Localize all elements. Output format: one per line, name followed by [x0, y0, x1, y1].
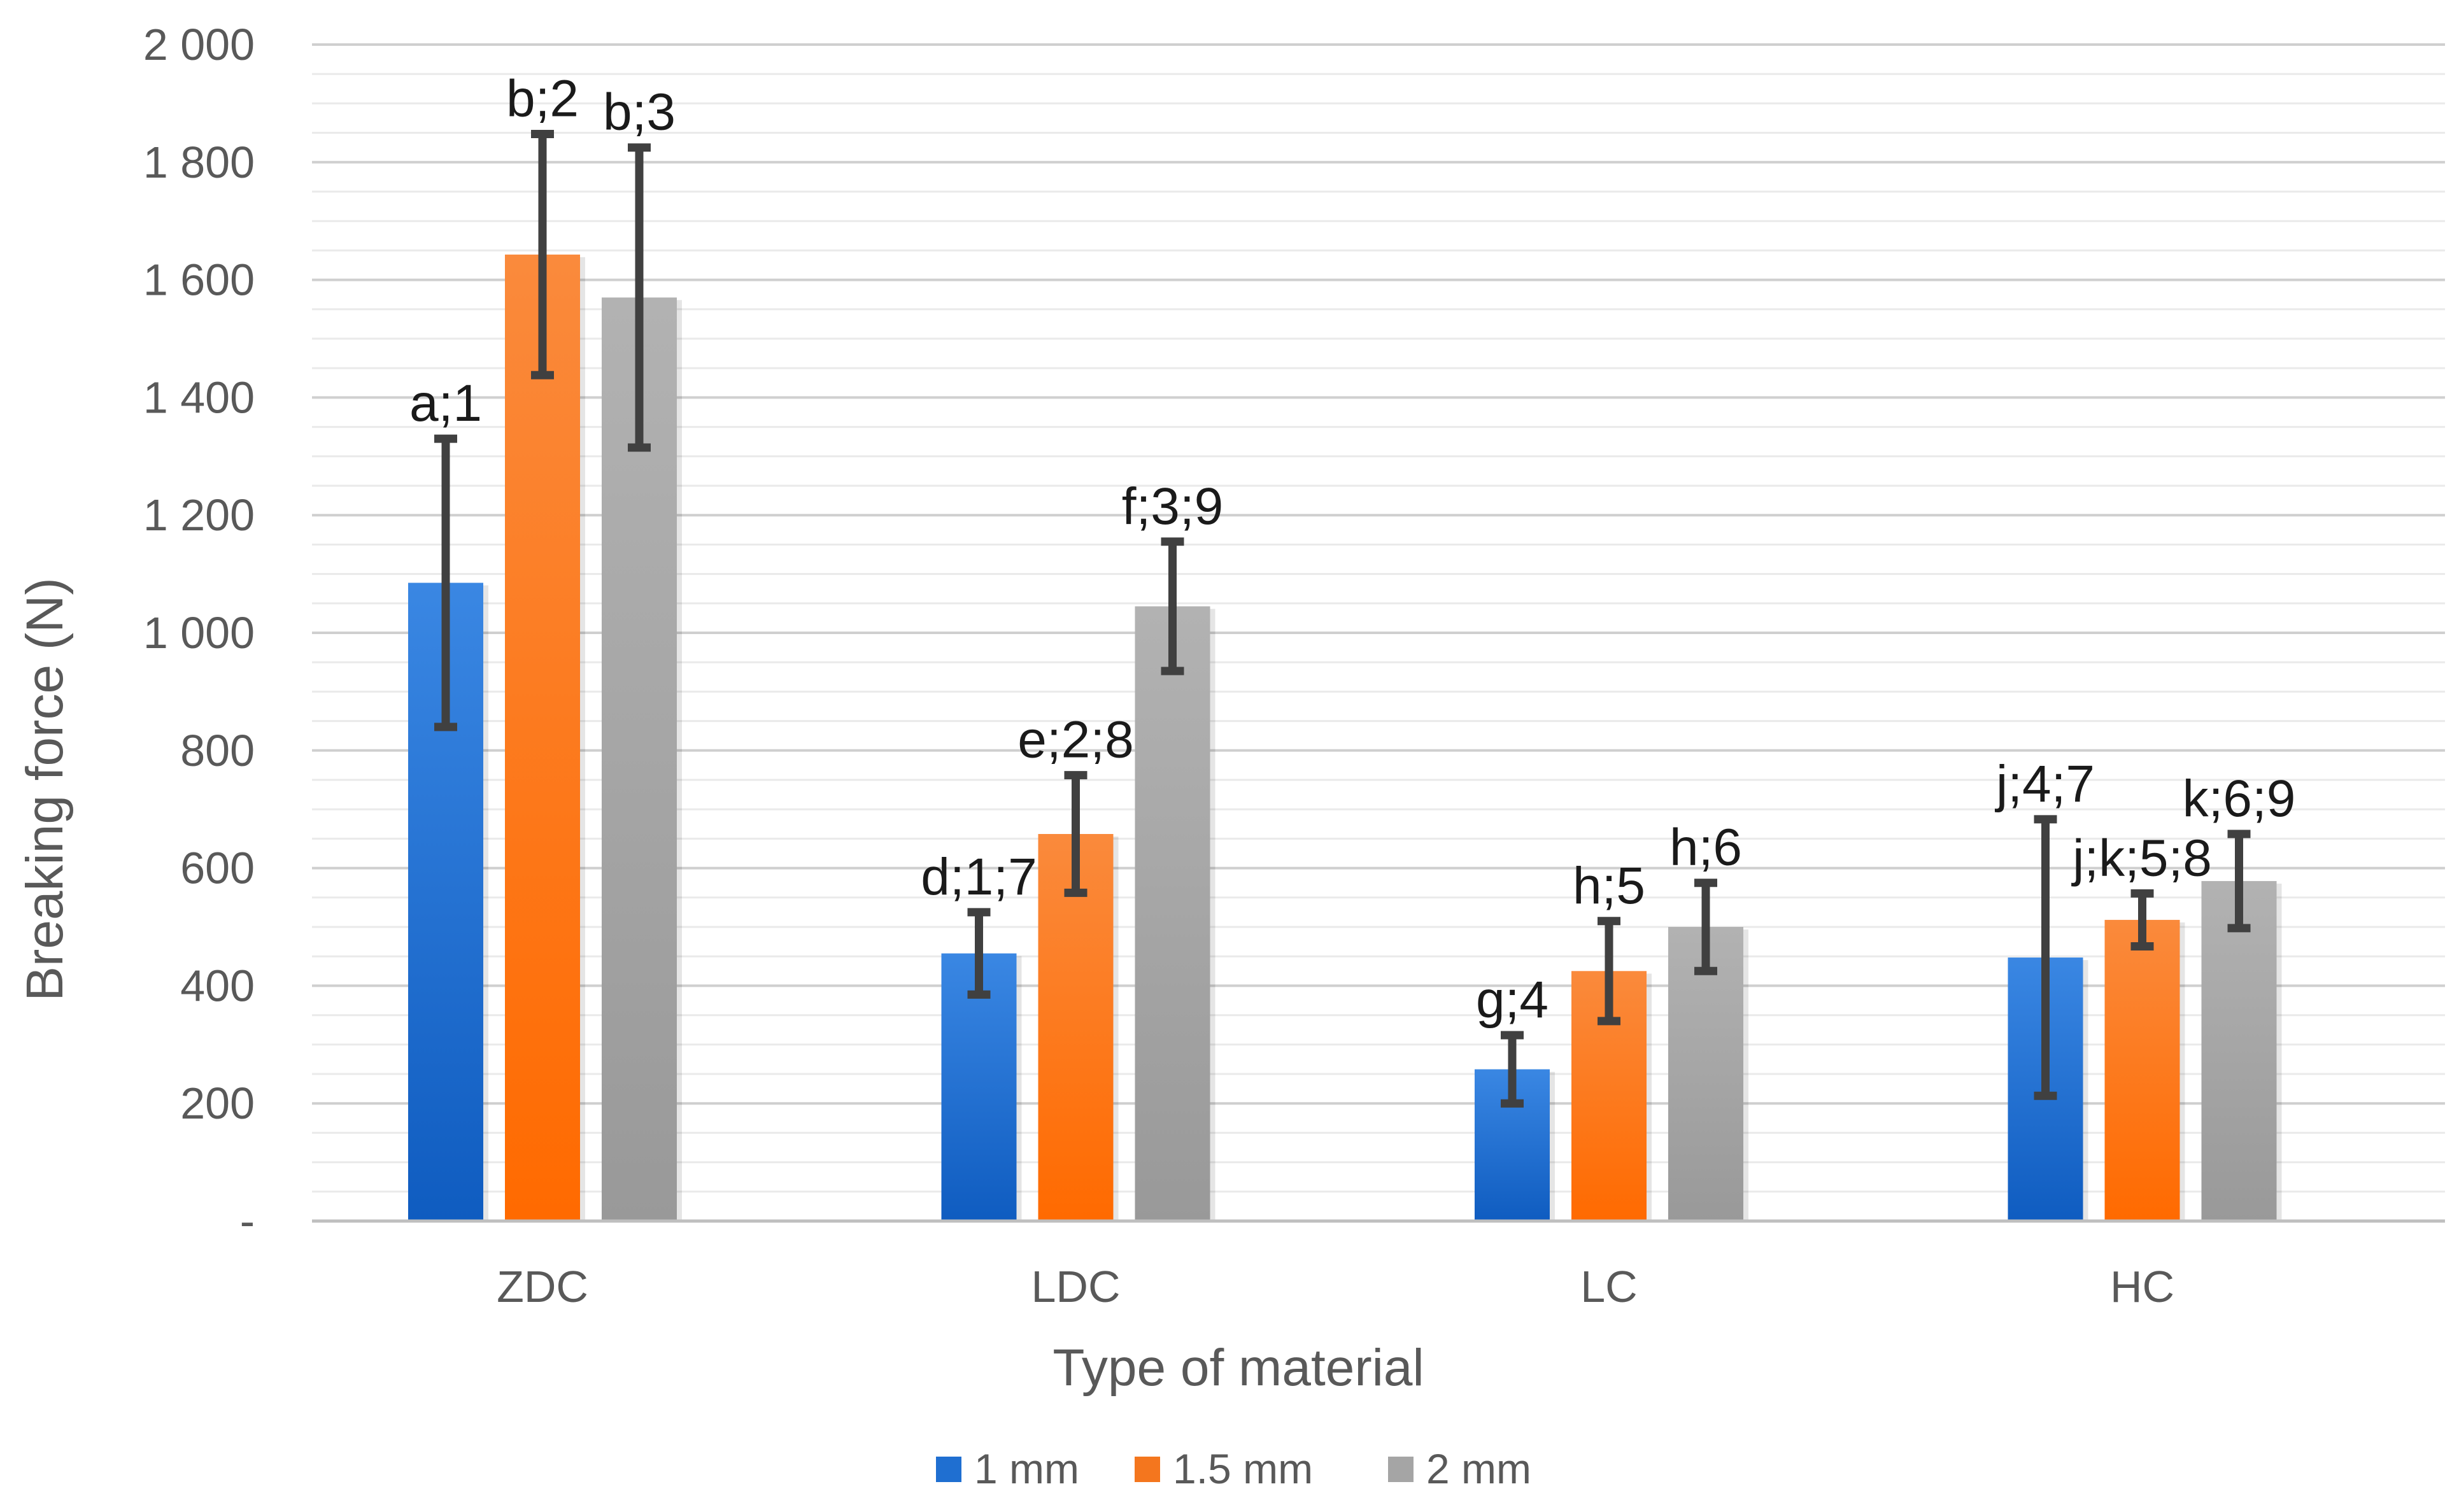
y-tick-label: - — [240, 1196, 255, 1246]
y-tick-label: 1 400 — [143, 372, 255, 422]
x-tick-label: HC — [2110, 1262, 2174, 1311]
x-axis-title: Type of material — [1052, 1339, 1424, 1397]
data-label: e;2;8 — [1017, 711, 1133, 769]
y-tick-label: 200 — [180, 1078, 255, 1128]
bar-ldc-15mm — [1038, 834, 1114, 1221]
x-tick-label: LDC — [1031, 1262, 1120, 1311]
data-label: b;2 — [506, 69, 579, 127]
data-label: a;1 — [409, 374, 482, 432]
data-label: k;6;9 — [2183, 770, 2296, 828]
data-label: g;4 — [1476, 971, 1548, 1029]
legend-swatch — [1135, 1457, 1160, 1482]
data-label: j;k;5;8 — [2071, 829, 2212, 887]
legend-item: 2 mm — [1388, 1445, 1531, 1492]
data-label: f;3;9 — [1122, 477, 1224, 535]
data-labels: a;1 b;2 b;3 d;1;7 e;2;8 f;3;9 g;4 h;5 h;6 j;4;7 j;… — [409, 69, 2295, 1029]
bars — [408, 254, 2282, 1221]
bar-ldc-2mm — [1135, 606, 1210, 1221]
y-tick-label: 2 000 — [143, 20, 255, 69]
bar-hc-15mm — [2104, 919, 2180, 1221]
y-tick-label: 800 — [180, 726, 255, 775]
error-bars — [434, 129, 2251, 1108]
x-tick-label: LC — [1580, 1262, 1637, 1311]
legend-item: 1 mm — [936, 1445, 1079, 1492]
y-tick-label: 1 800 — [143, 138, 255, 187]
data-label: h;5 — [1573, 857, 1645, 915]
legend-label: 2 mm — [1426, 1445, 1531, 1492]
legend-label: 1.5 mm — [1173, 1445, 1313, 1492]
y-tick-label: 1 600 — [143, 255, 255, 305]
data-label: b;3 — [603, 83, 676, 141]
y-tick-label: 400 — [180, 961, 255, 1010]
x-tick-label: ZDC — [497, 1262, 588, 1311]
legend-swatch — [1388, 1457, 1414, 1482]
y-tick-label: 600 — [180, 844, 255, 893]
legend: 1 mm 1.5 mm 2 mm — [936, 1445, 1531, 1492]
legend-item: 1.5 mm — [1135, 1445, 1313, 1492]
data-label: j;4;7 — [1995, 755, 2095, 813]
bar-zdc-15mm — [505, 254, 580, 1221]
y-axis-title: Breaking force (N) — [16, 577, 74, 1001]
y-tick-label: 1 000 — [143, 608, 255, 658]
legend-label: 1 mm — [974, 1445, 1079, 1492]
legend-swatch — [936, 1457, 961, 1482]
data-label: d;1;7 — [921, 848, 1037, 906]
y-tick-label: 1 200 — [143, 490, 255, 540]
bar-lc-2mm — [1668, 927, 1743, 1221]
axes: - 200 400 600 800 1 000 1 200 1 400 1 600 1 800 2 … — [143, 20, 2445, 1311]
bar-hc-2mm — [2201, 880, 2277, 1221]
data-label: h;6 — [1669, 819, 1742, 877]
